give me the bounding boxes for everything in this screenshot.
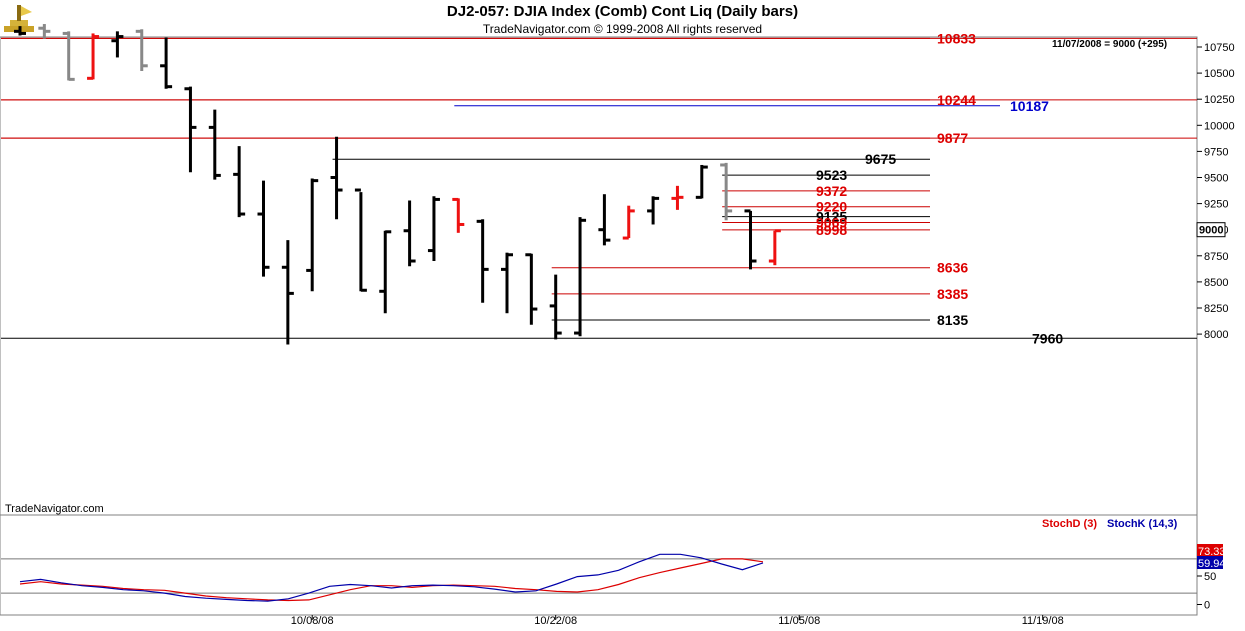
level-label-9125: 9125 (816, 209, 847, 225)
price-bar-14 (354, 188, 367, 292)
price-bar-28 (695, 164, 708, 199)
price-tick-label-8000: 8000 (1204, 329, 1228, 341)
price-bar-3 (87, 33, 100, 80)
price-bar-13 (330, 136, 343, 220)
level-label-8636: 8636 (937, 260, 968, 276)
stoch-last-box-0 (1197, 544, 1223, 557)
price-bar-2 (62, 31, 75, 81)
price-bar-11 (281, 240, 294, 345)
level-label-9372: 9372 (816, 183, 847, 199)
stoch-last-value-1: 59.94 (1198, 558, 1226, 570)
price-bar-0 (14, 26, 26, 36)
price-bar-1 (38, 24, 51, 39)
price-tick-label-8250: 8250 (1204, 303, 1228, 315)
date-label-11/19/08: 11/19/08 (1022, 615, 1064, 627)
chart-header: DJ2-057: DJIA Index (Comb) Cont Liq (Dai… (0, 0, 1245, 37)
stoch-tick-label-0: 0 (1204, 600, 1210, 612)
price-bar-24 (598, 194, 611, 246)
stoch-line-1 (19, 553, 764, 602)
date-x-axis: 10/08/08 10/22/08 11/05/08 11/19/08 (291, 615, 1064, 627)
price-bars (14, 24, 781, 345)
price-tick-label-9750: 9750 (1204, 146, 1228, 158)
date-label-10/08/08: 10/08/08 (291, 615, 334, 627)
price-tick-label-10250: 10250 (1204, 94, 1235, 106)
price-bar-9 (233, 146, 246, 218)
level-label-9220: 9220 (816, 199, 847, 215)
price-bar-10 (257, 180, 270, 277)
price-bar-8 (208, 109, 221, 180)
price-bar-18 (452, 197, 465, 233)
price-bar-15 (379, 230, 392, 314)
stoch-panel-frame (0, 514, 1198, 616)
price-bar-29 (720, 162, 733, 221)
level-label-10833: 10833 (937, 30, 976, 46)
chart-title: DJ2-057: DJIA Index (Comb) Cont Liq (Dai… (446, 3, 799, 20)
stochastic-lines (19, 553, 764, 602)
price-bar-19 (476, 219, 489, 303)
last-value-label: 9000 (1199, 225, 1223, 237)
stoch-last-box-1 (1197, 556, 1223, 569)
price-y-axis: 8000 8250 8500 8750 9000 9250 9500 9750 10000 102… (1196, 42, 1235, 341)
level-label-10244: 10244 (937, 92, 976, 108)
price-bar-5 (135, 29, 148, 72)
price-bar-17 (427, 196, 440, 262)
level-label-9523: 9523 (816, 167, 847, 183)
price-bar-30 (744, 209, 757, 270)
price-bar-25 (622, 205, 635, 240)
price-tick-label-8750: 8750 (1204, 251, 1228, 263)
last-value-box (1196, 222, 1226, 238)
price-tick-label-10750: 10750 (1204, 42, 1235, 54)
price-tick-label-9500: 9500 (1204, 173, 1228, 185)
legend-stochk: StochK (14,3) (1107, 518, 1178, 530)
level-label-7960: 7960 (1032, 330, 1063, 346)
price-bar-7 (184, 86, 197, 173)
stoch-tick-label-50: 50 (1204, 571, 1216, 583)
price-bar-6 (160, 37, 173, 89)
date-label-11/05/08: 11/05/08 (778, 615, 820, 627)
price-tick-label-10500: 10500 (1204, 68, 1235, 80)
price-bar-16 (403, 200, 416, 267)
stoch-last-value-0: 73.33 (1198, 546, 1226, 558)
level-label-8385: 8385 (937, 286, 968, 302)
level-label-9675: 9675 (865, 151, 896, 167)
watermark-label: TradeNavigator.com (5, 503, 104, 515)
price-levels: 10833 10244 10187 9877 9675 95239372922091259… (1, 30, 1197, 346)
price-bar-4 (111, 31, 124, 58)
price-tick-label-8500: 8500 (1204, 277, 1228, 289)
price-bar-20 (501, 252, 513, 314)
price-bar-23 (574, 217, 587, 337)
legend-stochd: StochD (3) (1042, 518, 1097, 530)
price-tick-label-9250: 9250 (1204, 199, 1228, 211)
level-label-9877: 9877 (937, 130, 968, 146)
last-quote-label: 11/07/2008 = 9000 (+295) (1052, 39, 1167, 50)
stoch-line-0 (19, 558, 764, 602)
date-label-10/22/08: 10/22/08 (534, 615, 577, 627)
price-bar-27 (671, 185, 684, 210)
price-bar-26 (647, 196, 660, 225)
stoch-reference-lines (1, 558, 1197, 594)
level-label-8135: 8135 (937, 312, 968, 328)
level-label-8998: 8998 (816, 222, 847, 238)
price-bar-21 (525, 253, 538, 325)
level-label-9069: 9069 (816, 214, 847, 230)
price-bar-31 (768, 229, 781, 266)
level-label-10187: 10187 (1010, 98, 1049, 114)
price-bar-12 (306, 178, 319, 292)
price-tick-label-10000: 10000 (1204, 120, 1235, 132)
price-bar-22 (549, 274, 562, 340)
chart-subtitle: TradeNavigator.com © 1999-2008 All right… (482, 22, 763, 36)
